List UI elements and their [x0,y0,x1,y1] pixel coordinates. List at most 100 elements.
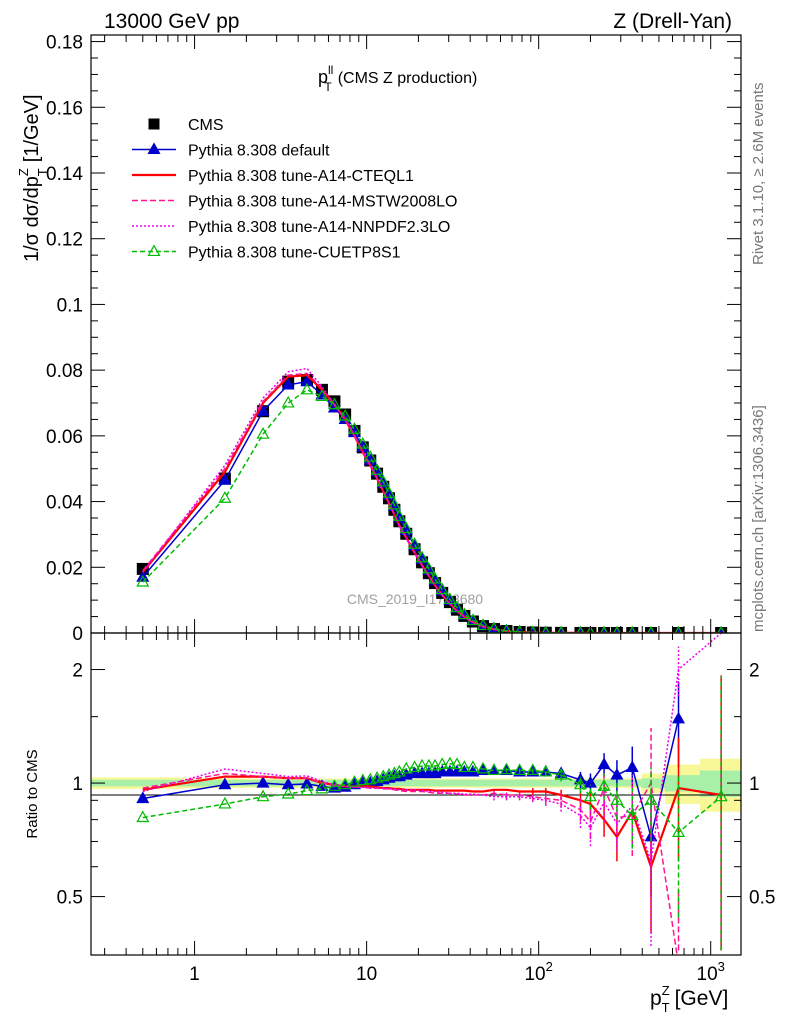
y-axis-label-sub: T [35,168,50,176]
series-5-ratio-point [671,825,686,837]
series-1-ratio-point [136,791,150,804]
y-axis-label: 1/σ dσ/dpZ T [1/GeV] [16,94,50,262]
x-tick-label-base: 10 [697,964,718,985]
main-series-layer [136,367,728,633]
series-5-point [600,625,609,633]
y-tick-label: 0.14 [46,164,83,185]
plot-title-sub: T [324,80,332,94]
series-5-ratio-point [714,789,728,802]
series-5-ratio-point [387,766,401,779]
header-right: Z (Drell-Yan) [613,10,732,33]
main-plot-panel: 0 0.02 0.04 0.06 0.08 0.1 0.12 0.14 0.16 0.18 CMS… [16,33,742,645]
x-axis-label-text: p [650,987,662,1010]
series-5-ratio-point [476,761,490,774]
series-5-point [466,613,480,626]
series-1-ratio-point [583,775,597,788]
series-5-point [347,422,361,434]
series-5-point [415,550,429,563]
series-5-ratio-point [136,810,150,823]
series-5-ratio-point [327,779,341,791]
series-5-ratio-point [281,786,295,799]
y-tick-label: 0.04 [46,493,83,514]
series-5-ratio-point [573,777,587,790]
x-axis-label-unit: [GeV] [675,987,729,1010]
series-1-ratio-point [625,760,639,773]
plot-title-symbol: p [318,67,328,87]
series-5-ratio-point [256,789,270,802]
series-5-point [376,474,390,487]
series-1-point [300,374,314,387]
ratio-y-tick-label-right: 1 [749,774,760,795]
series-5-point [501,623,512,633]
series-5-ratio-point [399,761,413,774]
x-tick-label-exponent: 3 [718,959,725,974]
legend-label: Pythia 8.308 tune-A14-NNPDF2.3LO [188,219,450,236]
series-1-point [281,377,295,390]
series-5-point [300,382,314,395]
series-5-ratio-point [644,793,658,805]
legend-label: Pythia 8.308 tune-A14-MSTW2008LO [188,194,457,211]
ratio-uncertainty-band [91,758,741,812]
series-5-point [647,625,656,633]
x-axis-label-sup: Z [662,983,670,998]
series-5-point [450,600,464,613]
legend-label: Pythia 8.308 tune-CUETP8S1 [188,245,401,262]
ratio-y-axis: 0.5 0.5 1 1 2 2 [57,661,776,909]
y-tick-label: 0.12 [46,230,83,251]
x-tick-label-exponent: 2 [546,959,553,974]
ratio-y-tick-label: 2 [72,661,83,682]
y-tick-label: 0.02 [46,558,83,579]
plot-title-text: (CMS Z production) [338,70,478,87]
ratio-axis-label: Ratio to CMS [24,749,41,838]
series-5-ratio-point [443,756,457,769]
legend-label: Pythia 8.308 default [188,143,330,160]
legend: CMS Pythia 8.308 default Pythia 8.308 tune… [132,117,457,262]
series-5-ratio-point [457,760,471,773]
y-tick-label: 0.1 [57,295,83,316]
series-5-point [628,625,637,633]
ratio-y-tick-label: 0.5 [57,888,83,909]
y-tick-label: 0.08 [46,361,83,382]
series-1-ratio-point [256,775,270,788]
legend-marker-cms [148,118,160,130]
y-tick-label: 0.06 [46,427,83,448]
header-left: 13000 GeV pp [104,10,239,33]
side-label-top: Rivet 3.1.10, ≥ 2.6M events [750,83,767,266]
series-5-point [476,618,490,631]
x-tick-label: 103 [697,959,725,985]
series-5-point [422,561,436,574]
series-5-ratio-point [415,758,429,771]
ratio-frame [90,632,742,956]
series-5-point [327,397,341,410]
plot-title-sup: ll [328,63,333,77]
series-1-ratio-point [671,711,686,724]
series-3-ratio-line [142,772,678,955]
series-1-ratio-point [218,777,232,790]
series-5-ratio-point [218,796,232,809]
y-axis-label-unit: [1/GeV] [21,94,43,162]
x-tick-label-base: 1 [189,964,200,985]
x-tick-label-base: 10 [356,964,377,985]
series-1-point [218,473,232,485]
x-tick-label: 10 [356,964,377,985]
series-5-ratio-point [428,758,442,771]
series-5-point [428,571,442,584]
series-5-point [382,486,396,498]
y-axis-label-sup: Z [16,168,31,176]
series-5-point [338,408,352,421]
series-5-point [443,592,457,605]
series-5-ratio-point [347,775,361,787]
series-5-point [541,625,550,633]
series-5-ratio-point [466,760,480,773]
series-5-ratio-point [382,767,396,780]
series-5-point [576,625,585,633]
series-5-point [717,625,726,633]
series-4-ratio-line [142,633,722,862]
series-1-ratio-point [435,764,449,777]
x-axis: 1 10 10 2 103 [104,35,725,985]
side-label-bottom: mcplots.cern.ch [arXiv:1306.3436] [750,405,767,632]
series-5-point [363,450,377,462]
series-5-point [387,497,401,510]
legend-label: CMS [188,117,224,134]
ratio-band-inner [91,770,741,797]
